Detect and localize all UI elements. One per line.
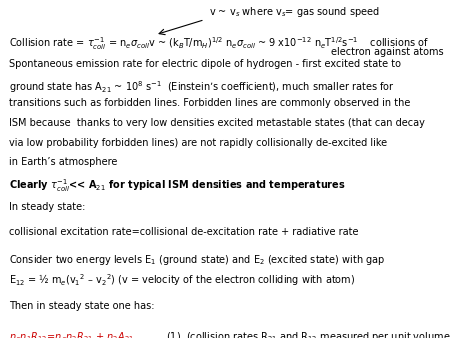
Text: collisional excitation rate=collisional de-excitation rate + radiative rate: collisional excitation rate=collisional … xyxy=(9,227,359,238)
Text: Consider two energy levels E$_1$ (ground state) and E$_2$ (excited state) with g: Consider two energy levels E$_1$ (ground… xyxy=(9,253,385,267)
Text: Spontaneous emission rate for electric dipole of hydrogen - first excited state : Spontaneous emission rate for electric d… xyxy=(9,59,401,69)
Text: In steady state:: In steady state: xyxy=(9,202,86,212)
Text: n$_e$n$_1$R$_{12}$=n$_e$n$_2$R$_{21}$ + n$_2$A$_{21}$: n$_e$n$_1$R$_{12}$=n$_e$n$_2$R$_{21}$ + … xyxy=(9,330,135,338)
Text: v ~ v$_s$ where v$_s$= gas sound speed: v ~ v$_s$ where v$_s$= gas sound speed xyxy=(209,5,380,19)
Text: via low probability forbidden lines) are not rapidly collisionally de-excited li: via low probability forbidden lines) are… xyxy=(9,138,387,148)
Text: Collision rate = $\tau_{coll}^{-1}$ = n$_e$$\sigma_{coll}$v ~ (k$_B$T/m$_H$)$^{1: Collision rate = $\tau_{coll}^{-1}$ = n$… xyxy=(9,35,429,52)
Text: in Earth’s atmosphere: in Earth’s atmosphere xyxy=(9,157,117,167)
Text: Clearly $\tau_{coll}^{-1}$<< A$_{21}$ for typical ISM densities and temperatures: Clearly $\tau_{coll}^{-1}$<< A$_{21}$ fo… xyxy=(9,177,346,194)
Text: (1)  (collision rates R$_{21}$ and R$_{12}$ measured per unit volume): (1) (collision rates R$_{21}$ and R$_{12… xyxy=(166,330,450,338)
Text: E$_{12}$ = ½ m$_e$(v$_1$$^2$ – v$_2$$^2$) (v = velocity of the electron collidin: E$_{12}$ = ½ m$_e$(v$_1$$^2$ – v$_2$$^2$… xyxy=(9,272,355,288)
Text: ground state has A$_{21}$ ~ 10$^8$ s$^{-1}$  (Einstein’s coefficient), much smal: ground state has A$_{21}$ ~ 10$^8$ s$^{-… xyxy=(9,79,395,95)
Text: Then in steady state one has:: Then in steady state one has: xyxy=(9,301,154,311)
Text: electron against atoms: electron against atoms xyxy=(331,47,443,57)
Text: ISM because  thanks to very low densities excited metastable states (that can de: ISM because thanks to very low densities… xyxy=(9,118,425,128)
Text: transitions such as forbidden lines. Forbidden lines are commonly observed in th: transitions such as forbidden lines. For… xyxy=(9,98,410,108)
